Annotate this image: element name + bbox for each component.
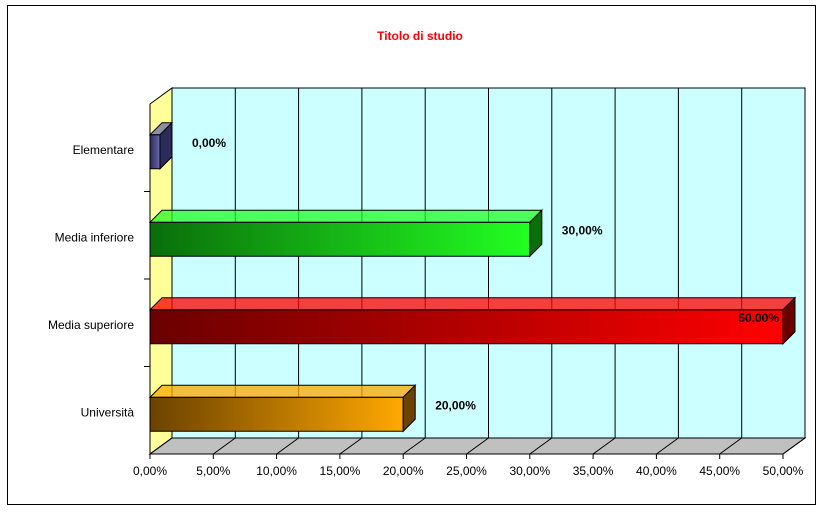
- bar-top: [148, 209, 544, 223]
- bar-end: [159, 121, 173, 170]
- x-tick-label: 40,00%: [636, 464, 677, 478]
- data-label: 50,00%: [738, 311, 779, 325]
- x-tick-label: 50,00%: [763, 464, 804, 478]
- floor-gridline: [719, 437, 742, 455]
- x-tick-label: 0,00%: [133, 464, 167, 478]
- bars: 0,00% 30,00% 50,00% 20,00%: [148, 121, 797, 433]
- chart-title: Titolo di studio: [377, 29, 463, 43]
- bar-top: [148, 384, 417, 398]
- floor-gridline: [276, 437, 299, 455]
- bar-front: [149, 396, 404, 432]
- bar-end: [529, 209, 543, 258]
- floor-gridline: [339, 437, 363, 455]
- x-tick-label: 35,00%: [573, 464, 614, 478]
- bar-elementare: 0,00%: [148, 121, 226, 170]
- x-tick-label: 20,00%: [383, 464, 424, 478]
- floor-gridline: [466, 437, 489, 455]
- bar-end: [402, 384, 416, 433]
- bar-end: [782, 296, 796, 345]
- bar-top: [148, 297, 797, 311]
- data-label: 20,00%: [435, 398, 476, 412]
- data-label: 30,00%: [562, 223, 603, 237]
- bar-media-inferiore: 30,00%: [148, 209, 603, 258]
- x-tick-label: 5,00%: [196, 464, 230, 478]
- category-label: Università: [81, 405, 135, 419]
- category-label: Elementare: [73, 143, 135, 157]
- x-axis-ticks: 0,00% 5,00% 10,00% 15,00% 20,00% 25,00% 30,00%…: [133, 454, 804, 478]
- floor-gridline: [529, 437, 553, 455]
- bar-front: [149, 221, 531, 257]
- category-label: Media inferiore: [55, 230, 135, 244]
- x-tick-label: 25,00%: [446, 464, 487, 478]
- floor-gridline: [656, 437, 679, 455]
- bar-front: [149, 134, 161, 170]
- x-tick-label: 10,00%: [256, 464, 297, 478]
- bar-media-superiore: 50,00%: [148, 296, 797, 345]
- bar-front: [149, 309, 784, 345]
- x-tick-label: 45,00%: [699, 464, 740, 478]
- data-label: 0,00%: [192, 136, 226, 150]
- floor-gridline: [213, 437, 236, 455]
- floor-gridline: [592, 437, 616, 455]
- floor-gridline: [782, 437, 806, 455]
- x-tick-label: 30,00%: [509, 464, 550, 478]
- category-label: Media superiore: [48, 318, 134, 332]
- bar-universit-: 20,00%: [148, 384, 476, 433]
- floor-gridline: [402, 437, 426, 455]
- gridlines: [144, 88, 806, 455]
- floor-gridline: [149, 437, 173, 455]
- category-labels: Elementare Media inferiore Media superiore…: [48, 143, 134, 420]
- x-tick-label: 15,00%: [320, 464, 361, 478]
